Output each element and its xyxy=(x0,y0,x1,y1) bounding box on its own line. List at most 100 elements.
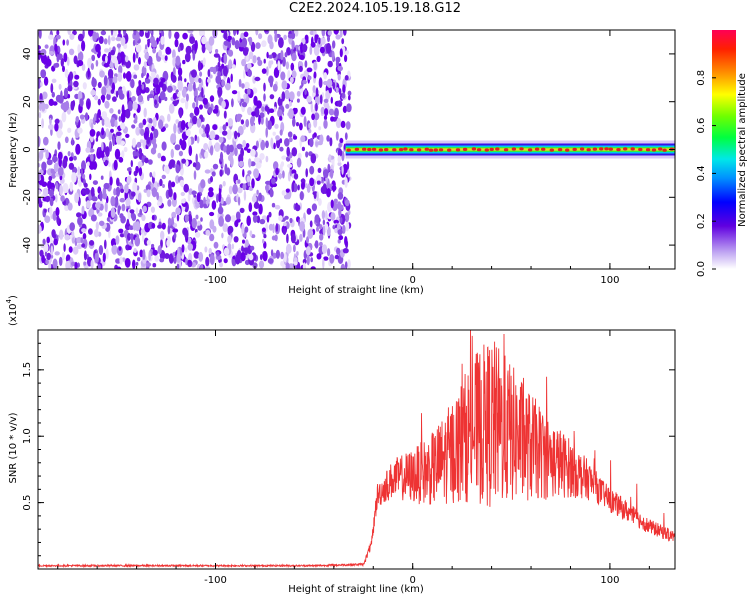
noise-speck xyxy=(307,75,312,80)
noise-speck xyxy=(38,111,42,119)
snr-multiplier: (x104) xyxy=(5,295,19,326)
noise-speck xyxy=(184,214,190,223)
noise-speck xyxy=(240,147,245,158)
noise-speck xyxy=(131,124,136,129)
noise-speck xyxy=(200,148,205,156)
y-tick-label: -40 xyxy=(22,237,33,253)
noise-speck xyxy=(227,35,232,41)
noise-speck xyxy=(127,245,132,250)
noise-speck xyxy=(216,193,219,203)
noise-speck xyxy=(314,214,320,224)
noise-speck xyxy=(323,169,329,179)
noise-speck xyxy=(241,223,245,235)
noise-speck xyxy=(344,75,349,81)
noise-speck xyxy=(74,261,78,269)
noise-speck xyxy=(271,202,276,208)
snr-ylabel: SNR (10 * v/v) xyxy=(8,412,19,483)
noise-speck xyxy=(58,256,63,266)
noise-speck xyxy=(105,128,110,138)
noise-speck xyxy=(138,57,141,65)
noise-speck xyxy=(99,190,103,202)
noise-speck xyxy=(348,95,351,101)
noise-speck xyxy=(118,93,125,100)
noise-speck xyxy=(183,183,189,193)
noise-speck xyxy=(71,137,74,146)
noise-speck xyxy=(119,213,124,219)
signal-peak xyxy=(557,148,563,152)
noise-speck xyxy=(62,39,66,46)
noise-speck xyxy=(274,204,281,210)
noise-speck xyxy=(126,175,132,184)
noise-speck xyxy=(299,233,303,242)
noise-speck xyxy=(222,124,227,131)
noise-speck xyxy=(322,258,325,269)
noise-speck xyxy=(275,223,279,232)
noise-speck xyxy=(194,106,200,116)
noise-speck xyxy=(161,30,165,38)
noise-speck xyxy=(245,119,250,128)
noise-speck xyxy=(225,82,231,91)
noise-speck xyxy=(148,93,154,99)
signal-peak xyxy=(462,147,468,151)
noise-speck xyxy=(319,229,323,235)
noise-speck xyxy=(110,117,116,128)
noise-speck xyxy=(184,78,187,83)
noise-speck xyxy=(212,163,219,170)
noise-speck xyxy=(323,72,328,80)
noise-speck xyxy=(264,105,269,112)
noise-speck xyxy=(328,108,335,116)
noise-speck xyxy=(306,67,313,73)
noise-speck xyxy=(67,85,73,92)
noise-speck xyxy=(223,247,230,256)
noise-speck xyxy=(250,161,256,167)
noise-speck xyxy=(145,30,149,33)
noise-speck xyxy=(293,173,299,180)
noise-speck xyxy=(132,52,136,63)
noise-speck xyxy=(108,161,111,167)
noise-speck xyxy=(329,254,335,264)
noise-speck xyxy=(202,57,206,66)
noise-speck xyxy=(333,30,339,35)
noise-speck xyxy=(151,243,155,248)
noise-speck xyxy=(146,189,151,198)
noise-speck xyxy=(303,70,309,78)
noise-speck xyxy=(50,245,54,256)
noise-speck xyxy=(173,123,177,134)
noise-speck xyxy=(179,179,184,187)
noise-speck xyxy=(57,151,63,160)
noise-speck xyxy=(51,78,57,84)
noise-speck xyxy=(204,169,211,174)
x-tick-label: -100 xyxy=(204,575,227,586)
noise-speck xyxy=(334,254,340,260)
noise-speck xyxy=(137,192,142,203)
noise-speck xyxy=(309,177,315,187)
signal-peak xyxy=(403,147,408,151)
noise-speck xyxy=(135,165,140,174)
noise-speck xyxy=(54,43,58,52)
noise-speck xyxy=(338,235,344,241)
noise-speck xyxy=(198,77,202,84)
noise-speck xyxy=(258,138,262,143)
noise-speck xyxy=(85,200,91,209)
noise-speck xyxy=(270,137,274,149)
noise-speck xyxy=(40,243,45,248)
noise-speck xyxy=(247,87,251,95)
noise-speck xyxy=(159,178,163,187)
noise-speck xyxy=(174,38,179,48)
noise-speck xyxy=(142,118,147,126)
noise-speck xyxy=(135,44,142,53)
noise-speck xyxy=(279,138,283,144)
noise-speck xyxy=(293,260,298,266)
noise-speck xyxy=(205,229,211,236)
noise-speck xyxy=(319,134,324,144)
noise-speck xyxy=(123,72,126,79)
noise-speck xyxy=(130,78,135,89)
noise-speck xyxy=(227,235,232,244)
noise-speck xyxy=(265,155,269,163)
noise-speck xyxy=(63,87,69,98)
noise-speck xyxy=(321,244,328,254)
noise-speck xyxy=(344,54,348,63)
noise-speck xyxy=(97,212,103,217)
noise-speck xyxy=(194,199,198,205)
noise-speck xyxy=(288,91,295,101)
